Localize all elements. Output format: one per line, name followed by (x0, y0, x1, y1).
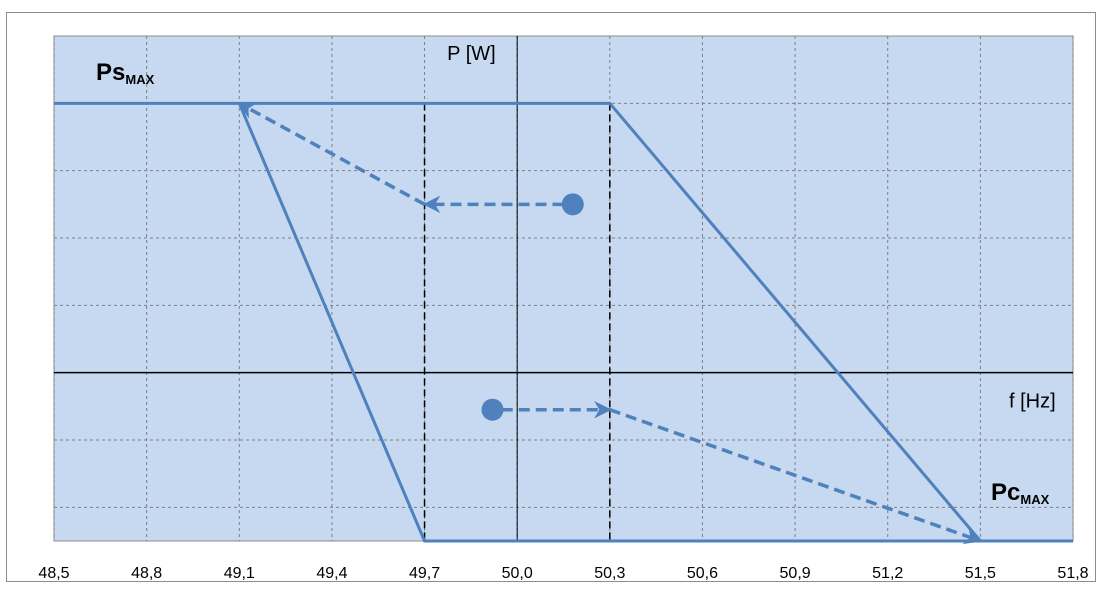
x-tick-label: 48,5 (38, 565, 69, 582)
pc-max-label: PcMAX (991, 479, 1050, 507)
x-tick-label: 49,1 (224, 565, 255, 582)
x-tick-label: 51,2 (872, 565, 903, 582)
transition-arrows (237, 101, 983, 544)
arrow (609, 408, 983, 544)
ps-max-label: PsMAX (96, 59, 155, 87)
x-tick-label: 50,0 (502, 565, 533, 582)
operating-point-marker (481, 398, 504, 421)
series-lines (54, 101, 1073, 543)
operating-point-marker (561, 193, 584, 216)
x-tick-label: 51,8 (1057, 565, 1088, 582)
ps-max-sub: MAX (125, 72, 154, 87)
dashed-reference-lines (423, 103, 611, 541)
x-tick-label: 51,5 (965, 565, 996, 582)
y-axis-label: P [W] (447, 43, 496, 65)
ps-max-main: Ps (96, 59, 125, 86)
x-tick-label: 50,6 (687, 565, 718, 582)
plot-area (53, 35, 1074, 542)
x-tick-label: 48,8 (131, 565, 162, 582)
series-line-2 (237, 102, 1073, 543)
x-tick-label: 49,7 (409, 565, 440, 582)
x-tick-label: 49,4 (316, 565, 347, 582)
pc-max-sub: MAX (1020, 492, 1049, 507)
axes (54, 36, 1073, 541)
arrow (237, 101, 426, 206)
x-tick-label: 50,9 (780, 565, 811, 582)
x-tick-labels: 48,5 48,8 49,1 49,4 49,7 50,0 50,3 50,6 50,9 51,2… (38, 565, 1088, 582)
pc-max-main: Pc (991, 479, 1020, 506)
x-tick-label: 50,3 (594, 565, 625, 582)
x-axis-label: f [Hz] (1009, 391, 1056, 413)
operating-points (481, 193, 584, 421)
